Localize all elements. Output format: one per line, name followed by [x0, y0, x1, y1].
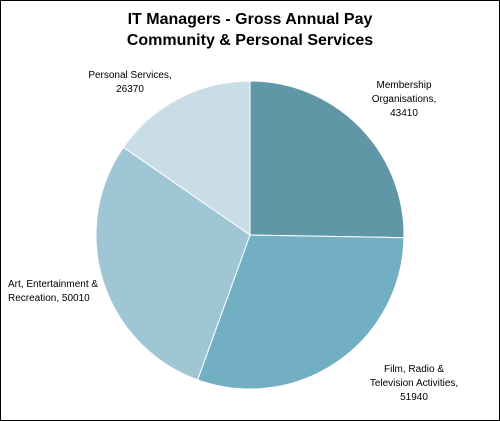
- slice-label-line: 43410: [390, 108, 418, 119]
- slice-label-line: Art, Entertainment &: [8, 279, 99, 290]
- slice-label-line: Television Activities,: [369, 378, 459, 389]
- chart-title-line-1: IT Managers - Gross Annual Pay: [127, 11, 373, 28]
- chart-title: IT Managers - Gross Annual Pay Community…: [0, 9, 500, 51]
- slice-label-line: 51940: [400, 392, 428, 403]
- pie-slice-personal-services: [122, 80, 251, 236]
- pie-slice-membership-organisations: [249, 80, 405, 239]
- slice-label-line: Recreation, 50010: [8, 293, 90, 304]
- slice-label-film-radio-television: Film, Radio & Television Activities, 519…: [349, 363, 479, 405]
- pie-slices: [95, 80, 405, 390]
- slice-label-personal-services: Personal Services, 26370: [70, 69, 190, 97]
- slice-label-line: Personal Services,: [88, 70, 172, 81]
- pie-slice-art-entertainment-recreation: [95, 146, 251, 381]
- slice-label-line: Organisations,: [371, 94, 437, 105]
- slice-label-line: Membership: [376, 80, 432, 91]
- slice-label-art-entertainment-recreation: Art, Entertainment & Recreation, 50010: [8, 278, 98, 306]
- chart-title-line-2: Community & Personal Services: [126, 32, 374, 49]
- slice-label-line: Film, Radio &: [383, 364, 444, 375]
- slice-label-line: 26370: [116, 84, 144, 95]
- slice-label-membership-organisations: Membership Organisations, 43410: [344, 79, 464, 121]
- pie-slice-film-radio-television-activities: [196, 234, 405, 390]
